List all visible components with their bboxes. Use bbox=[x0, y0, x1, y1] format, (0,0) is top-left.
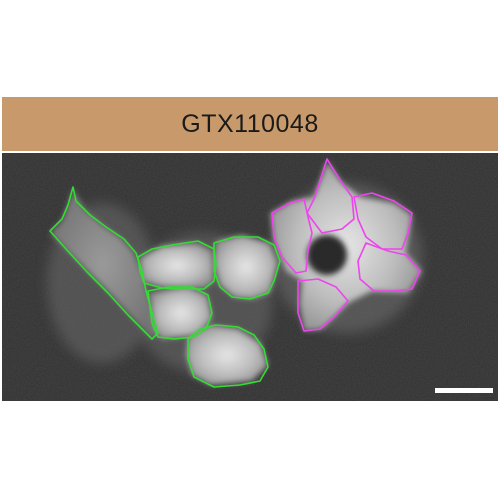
treated-cell-outlines bbox=[271, 158, 421, 332]
scale-bar bbox=[435, 388, 493, 393]
label-bar: GTX110048 bbox=[2, 97, 498, 151]
rod-shaped-cell bbox=[50, 189, 157, 339]
oval-cell-2-outline bbox=[213, 236, 281, 300]
oval-cell-3-outline bbox=[147, 286, 213, 340]
oval-cell-1 bbox=[140, 243, 214, 288]
oval-cell-3 bbox=[150, 287, 212, 339]
star-segment-top bbox=[306, 158, 355, 234]
oval-cell-4-outline bbox=[187, 324, 269, 388]
star-segment-bottom bbox=[297, 278, 349, 332]
figure-label: GTX110048 bbox=[181, 109, 319, 138]
star-cell-body bbox=[270, 161, 422, 331]
oval-cell-4 bbox=[186, 325, 268, 385]
control-cell-group bbox=[50, 189, 278, 385]
star-segment-right-bottom bbox=[357, 242, 421, 292]
control-cell-outlines bbox=[49, 186, 281, 388]
treated-cell-group bbox=[270, 161, 422, 331]
cell-nucleus bbox=[307, 235, 347, 275]
rod-cell-outline bbox=[49, 186, 159, 340]
star-segment-right-top bbox=[353, 192, 413, 250]
star-segment-left bbox=[271, 198, 313, 274]
oval-cell-2 bbox=[214, 235, 278, 299]
oval-cell-1-outline bbox=[137, 240, 217, 290]
fluorescence-micrograph bbox=[2, 153, 498, 401]
